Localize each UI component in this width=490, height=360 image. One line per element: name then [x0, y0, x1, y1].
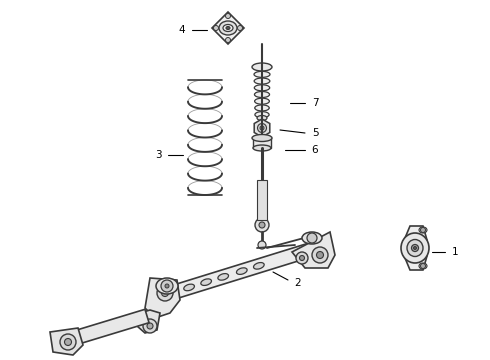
Circle shape: [143, 319, 157, 333]
Ellipse shape: [156, 278, 178, 294]
Circle shape: [162, 289, 169, 297]
Polygon shape: [405, 226, 427, 270]
Circle shape: [225, 37, 230, 42]
Ellipse shape: [254, 91, 270, 98]
Text: 1: 1: [452, 247, 458, 257]
Circle shape: [258, 123, 267, 132]
Text: 7: 7: [312, 98, 318, 108]
Text: 2: 2: [294, 278, 301, 288]
Ellipse shape: [407, 239, 423, 256]
Polygon shape: [212, 12, 244, 44]
Text: 4: 4: [179, 25, 185, 35]
Circle shape: [259, 222, 265, 228]
Ellipse shape: [255, 98, 270, 104]
Circle shape: [161, 280, 173, 292]
Circle shape: [214, 26, 219, 31]
Ellipse shape: [226, 27, 230, 30]
Circle shape: [307, 233, 317, 243]
Circle shape: [312, 247, 328, 263]
Ellipse shape: [254, 78, 270, 84]
Polygon shape: [292, 232, 335, 268]
Ellipse shape: [223, 24, 233, 31]
Circle shape: [258, 241, 266, 249]
Ellipse shape: [257, 116, 267, 121]
Ellipse shape: [401, 233, 429, 263]
Ellipse shape: [412, 244, 418, 252]
Ellipse shape: [218, 274, 228, 280]
Ellipse shape: [255, 112, 269, 118]
Ellipse shape: [201, 279, 212, 285]
Ellipse shape: [253, 145, 271, 151]
Circle shape: [60, 334, 76, 350]
Ellipse shape: [252, 63, 272, 71]
Circle shape: [317, 252, 323, 258]
Polygon shape: [50, 328, 83, 355]
Ellipse shape: [302, 232, 322, 244]
Circle shape: [157, 285, 173, 301]
Circle shape: [420, 264, 425, 269]
Ellipse shape: [253, 262, 264, 269]
Polygon shape: [253, 138, 271, 148]
Circle shape: [420, 228, 425, 233]
Polygon shape: [257, 180, 267, 220]
Text: 3: 3: [155, 150, 161, 160]
Text: 6: 6: [312, 145, 318, 155]
Circle shape: [260, 126, 264, 130]
Ellipse shape: [254, 71, 270, 77]
Ellipse shape: [252, 135, 272, 141]
Ellipse shape: [414, 247, 416, 249]
Circle shape: [238, 26, 243, 31]
Ellipse shape: [219, 21, 237, 35]
Ellipse shape: [255, 105, 269, 111]
Ellipse shape: [419, 263, 427, 269]
Circle shape: [299, 256, 304, 261]
Polygon shape: [137, 310, 160, 333]
Circle shape: [147, 323, 153, 329]
Polygon shape: [153, 243, 312, 305]
Text: 5: 5: [312, 128, 318, 138]
Ellipse shape: [237, 268, 247, 274]
Circle shape: [296, 252, 308, 264]
Polygon shape: [145, 278, 180, 318]
Circle shape: [225, 13, 230, 18]
Circle shape: [255, 218, 269, 232]
Polygon shape: [66, 309, 149, 347]
Ellipse shape: [254, 85, 270, 91]
Circle shape: [165, 284, 169, 288]
Ellipse shape: [184, 284, 195, 291]
Ellipse shape: [419, 227, 427, 233]
Circle shape: [65, 338, 72, 346]
Polygon shape: [254, 119, 270, 137]
